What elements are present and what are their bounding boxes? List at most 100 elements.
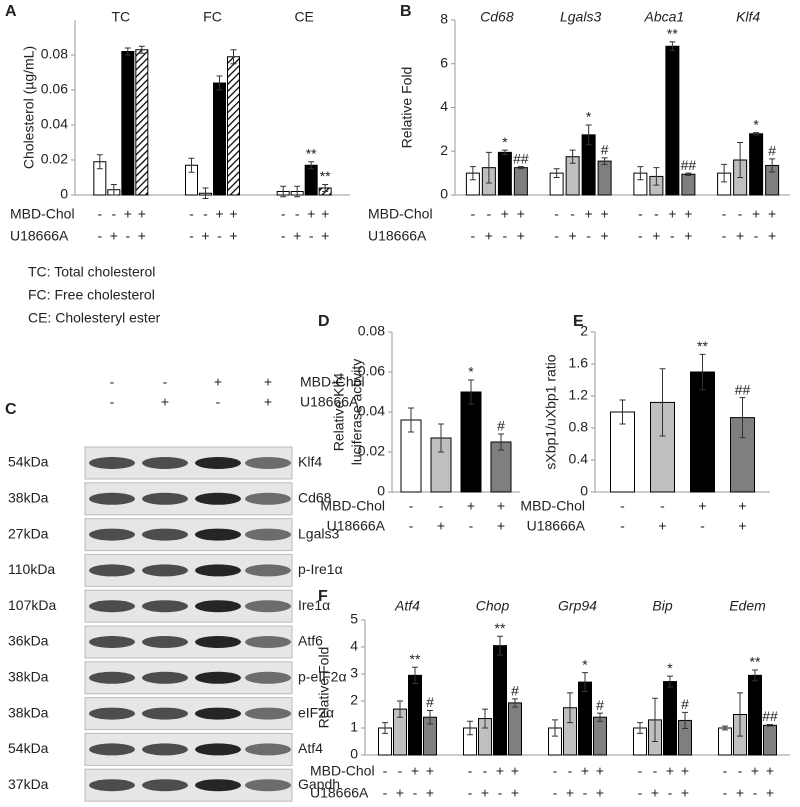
condition-sign: - — [722, 206, 727, 222]
y-tick-label: 0.08 — [41, 46, 68, 62]
condition-sign: - — [670, 228, 675, 244]
y-tick-label: 0.8 — [569, 419, 589, 435]
condition-sign: + — [658, 518, 666, 534]
error-bar — [659, 368, 666, 437]
condition-label: MBD-Chol — [10, 206, 75, 222]
error-bar — [682, 711, 688, 730]
condition-sign: + — [501, 206, 509, 222]
y-tick-label: 0.06 — [358, 363, 385, 379]
condition-sign: + — [751, 763, 759, 779]
condition-sign: - — [554, 228, 559, 244]
condition-sign: - — [189, 228, 194, 244]
error-bar — [501, 149, 508, 156]
error-bar — [637, 166, 644, 181]
condition-sign: + — [585, 206, 593, 222]
group-label: Klf4 — [736, 9, 760, 25]
error-bar — [138, 45, 145, 54]
significance: * — [586, 109, 592, 125]
y-tick-label: 0 — [60, 186, 68, 202]
condition-sign: - — [738, 206, 743, 222]
error-bar — [569, 149, 576, 164]
molecular-weight: 38kDa — [8, 669, 49, 685]
y-tick-label: 6 — [440, 54, 448, 70]
significance: # — [596, 697, 604, 713]
significance: ## — [762, 708, 778, 724]
molecular-weight: 110kDa — [8, 561, 55, 577]
condition-sign: - — [398, 763, 403, 779]
bar — [408, 674, 422, 756]
significance: * — [468, 364, 474, 380]
condition-label: U18666A — [527, 518, 586, 534]
condition-sign: + — [229, 228, 237, 244]
error-bar — [653, 167, 660, 186]
condition-sign: - — [468, 785, 473, 801]
error-bar — [753, 132, 760, 136]
condition-sign: - — [309, 228, 314, 244]
blot-band — [89, 779, 135, 792]
y-tick-label: 0 — [440, 186, 448, 202]
y-tick-label: 0.04 — [358, 403, 385, 419]
condition-sign: + — [581, 763, 589, 779]
error-bar — [737, 142, 744, 178]
blot-band — [89, 457, 135, 469]
error-bar — [685, 172, 692, 176]
group-label: FC — [203, 9, 222, 25]
condition-sign: - — [553, 785, 558, 801]
blot-band — [195, 457, 241, 469]
error-bar — [667, 675, 673, 688]
error-bar — [652, 697, 658, 742]
condition-sign: - — [620, 518, 625, 534]
condition-sign: + — [566, 785, 574, 801]
y-axis-label: sXbp1/uXbp1 ratio — [543, 354, 559, 469]
error-bar — [382, 722, 388, 734]
blot-band — [195, 743, 241, 756]
group-label: Bip — [652, 598, 672, 614]
error-bar — [567, 692, 573, 724]
condition-sign: + — [138, 206, 146, 222]
y-tick-label: 0.06 — [41, 81, 68, 97]
condition-sign: - — [700, 518, 705, 534]
condition-sign: - — [568, 763, 573, 779]
abbreviation-note: TC: Total cholesterol — [28, 264, 155, 280]
blot-band — [142, 528, 188, 541]
condition-sign: + — [736, 785, 744, 801]
condition-sign: - — [638, 785, 643, 801]
blot-band — [89, 743, 135, 756]
error-bar — [497, 635, 503, 656]
condition-sign: - — [503, 228, 508, 244]
blot-band — [245, 528, 291, 541]
error-bar — [517, 166, 524, 170]
error-bar — [468, 379, 474, 405]
condition-sign: - — [110, 394, 115, 410]
blot-band — [89, 492, 135, 505]
condition-sign: - — [723, 763, 728, 779]
bar — [497, 151, 512, 196]
condition-label: MBD-Chol — [310, 763, 375, 779]
error-bar — [552, 719, 558, 737]
error-bar — [280, 185, 287, 198]
condition-sign: - — [469, 518, 474, 534]
blot-band — [142, 492, 188, 505]
condition-sign: + — [517, 206, 525, 222]
group-label: Abca1 — [644, 9, 685, 25]
protein-label: Lgals3 — [298, 525, 339, 541]
y-tick-label: 4 — [350, 638, 358, 654]
condition-sign: - — [638, 228, 643, 244]
abbreviation-note: FC: Free cholesterol — [28, 287, 155, 303]
protein-label: Ire1α — [298, 597, 330, 613]
protein-label: Atf4 — [298, 740, 323, 756]
condition-sign: + — [517, 228, 525, 244]
blot-band — [195, 528, 241, 541]
error-bar — [485, 151, 492, 184]
bar — [121, 51, 135, 196]
error-bar — [308, 161, 315, 170]
condition-sign: + — [496, 763, 504, 779]
bar — [681, 173, 696, 196]
panel-label: B — [400, 3, 412, 20]
error-bar — [769, 158, 776, 173]
significance: ## — [681, 157, 697, 173]
significance: * — [753, 116, 759, 132]
error-bar — [96, 154, 103, 170]
y-tick-label: 0.02 — [41, 151, 68, 167]
blot-band — [245, 707, 291, 720]
